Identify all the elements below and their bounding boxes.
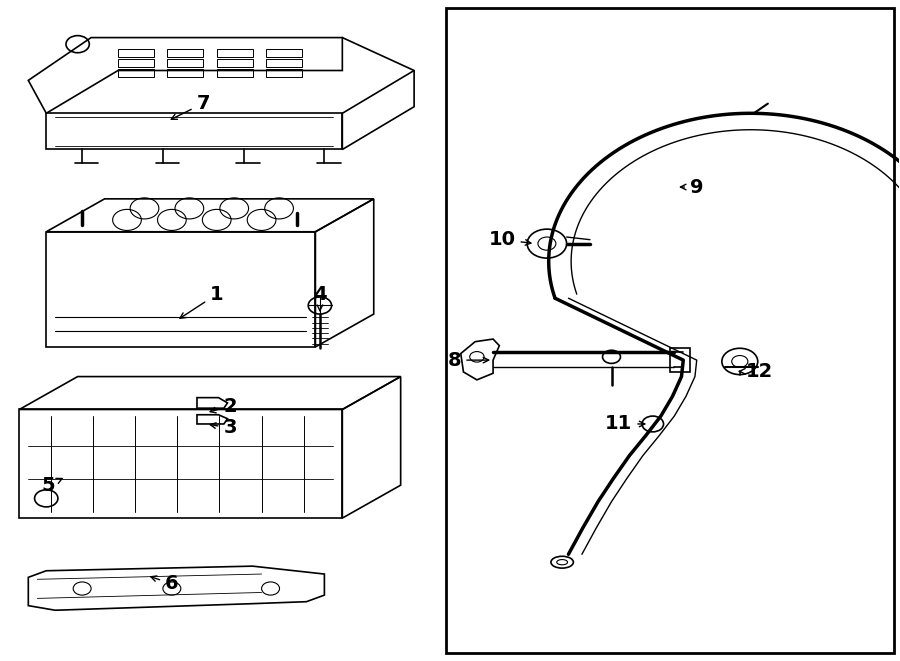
Text: 12: 12 (740, 362, 773, 381)
Text: 7: 7 (171, 94, 210, 119)
Text: 1: 1 (180, 285, 223, 318)
Text: 3: 3 (211, 418, 237, 438)
Text: 6: 6 (151, 574, 179, 594)
Text: 10: 10 (489, 230, 531, 249)
Text: 2: 2 (210, 397, 237, 416)
Text: 5: 5 (41, 476, 62, 494)
Text: 4: 4 (313, 285, 327, 311)
Bar (446, 8, 894, 653)
Text: 8: 8 (447, 350, 489, 369)
Text: 9: 9 (680, 178, 704, 196)
Text: 11: 11 (605, 414, 645, 434)
